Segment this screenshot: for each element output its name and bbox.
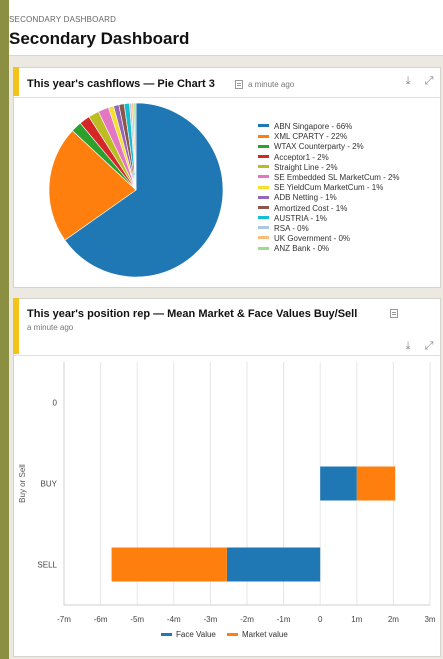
legend-item[interactable]: Straight Line - 2%	[258, 163, 400, 173]
legend-item[interactable]: XML CPARTY - 22%	[258, 132, 400, 142]
legend-swatch	[258, 134, 269, 138]
legend-label: AUSTRIA - 1%	[274, 213, 327, 223]
panel-timestamp: a minute ago	[248, 80, 295, 89]
panel-accent	[13, 67, 19, 96]
legend-swatch	[258, 124, 269, 128]
x-tick-label: -6m	[94, 615, 108, 624]
x-tick-label: -3m	[204, 615, 218, 624]
bar-face-value[interactable]	[320, 466, 357, 501]
legend-label: RSA - 0%	[274, 223, 309, 233]
y-tick-label: 0	[53, 399, 58, 408]
legend-swatch	[258, 175, 269, 179]
legend-swatch	[258, 185, 269, 189]
bar-market-value[interactable]	[356, 466, 396, 501]
info-icon[interactable]	[235, 80, 243, 89]
x-tick-label: 3m	[424, 615, 435, 624]
legend-swatch	[258, 246, 269, 250]
legend-label: ABN Singapore - 66%	[274, 122, 353, 131]
x-tick-label: -4m	[167, 615, 181, 624]
legend-swatch	[258, 236, 269, 240]
panel-accent	[13, 298, 19, 354]
pie-legend: ABN Singapore - 66% XML CPARTY - 22% WTAX …	[258, 122, 400, 254]
legend-item[interactable]: RSA - 0%	[258, 224, 400, 234]
x-tick-label: -1m	[277, 615, 291, 624]
download-icon[interactable]: ⤓	[405, 340, 411, 352]
legend-item[interactable]: WTAX Counterparty - 2%	[258, 142, 400, 152]
x-tick-label: -7m	[57, 615, 71, 624]
legend-label: Amortized Cost - 1%	[274, 203, 348, 213]
legend-swatch	[258, 205, 269, 209]
info-icon[interactable]	[390, 309, 398, 318]
panel-title: This year's cashflows — Pie Chart 3	[27, 78, 215, 90]
expand-icon[interactable]: ⤢	[424, 340, 434, 352]
legend-swatch	[258, 226, 269, 230]
legend-label: ADB Netting - 1%	[274, 193, 337, 203]
panel-title: This year's position rep — Mean Market &…	[27, 308, 358, 320]
legend-swatch	[258, 165, 269, 169]
page-title: Secondary Dashboard	[9, 29, 190, 48]
x-tick-label: -2m	[240, 615, 254, 624]
legend-item[interactable]: ANZ Bank - 0%	[258, 244, 400, 254]
legend-swatch	[227, 633, 238, 636]
download-icon[interactable]: ⤓	[405, 75, 411, 87]
legend-swatch	[161, 633, 172, 636]
pie-slice-1[interactable]	[48, 130, 137, 241]
y-tick-label: SELL	[37, 561, 57, 570]
bar-face-value[interactable]	[226, 547, 321, 582]
legend-swatch	[258, 195, 269, 199]
legend-swatch	[258, 216, 269, 220]
legend-item[interactable]: SE YieldCum MarketCum - 1%	[258, 183, 400, 193]
panel-timestamp: a minute ago	[27, 323, 74, 332]
page-header	[9, 0, 443, 56]
legend-label: SE YieldCum MarketCum - 1%	[274, 183, 384, 193]
bar-market-value[interactable]	[111, 547, 227, 582]
breadcrumb: SECONDARY DASHBOARD	[9, 15, 117, 24]
x-tick-label: 2m	[388, 615, 399, 624]
legend-label[interactable]: Face Value	[176, 630, 216, 639]
legend-label[interactable]: Market value	[242, 630, 288, 639]
legend-label: Acceptor1 - 2%	[274, 152, 329, 162]
legend-item[interactable]: Amortized Cost - 1%	[258, 204, 400, 214]
legend-label: XML CPARTY - 22%	[274, 132, 348, 142]
legend-label: Straight Line - 2%	[274, 162, 338, 172]
legend-label: UK Government - 0%	[274, 234, 351, 244]
panel-divider	[14, 97, 440, 98]
pie-slice-12[interactable]	[133, 102, 137, 191]
legend-label: SE Embedded SL MarketCum - 2%	[274, 172, 400, 182]
panel-divider	[14, 355, 440, 356]
legend-item[interactable]: ABN Singapore - 66%	[258, 122, 400, 132]
legend-item[interactable]: ADB Netting - 1%	[258, 193, 400, 203]
legend-label: ANZ Bank - 0%	[274, 244, 330, 254]
x-tick-label: -5m	[130, 615, 144, 624]
legend-swatch	[258, 144, 269, 148]
legend-item[interactable]: UK Government - 0%	[258, 234, 400, 244]
legend-swatch	[258, 154, 269, 158]
left-accent-bar	[0, 0, 9, 659]
pie-slice-0[interactable]	[64, 102, 224, 278]
legend-item[interactable]: AUSTRIA - 1%	[258, 214, 400, 224]
legend-item[interactable]: SE Embedded SL MarketCum - 2%	[258, 173, 400, 183]
x-tick-label: 1m	[351, 615, 362, 624]
legend-item[interactable]: Acceptor1 - 2%	[258, 153, 400, 163]
y-tick-label: BUY	[41, 480, 58, 489]
legend-label: WTAX Counterparty - 2%	[274, 142, 364, 152]
expand-icon[interactable]: ⤢	[424, 75, 434, 87]
x-tick-label: 0	[318, 615, 323, 624]
y-axis-label: Buy or Sell	[18, 464, 27, 503]
